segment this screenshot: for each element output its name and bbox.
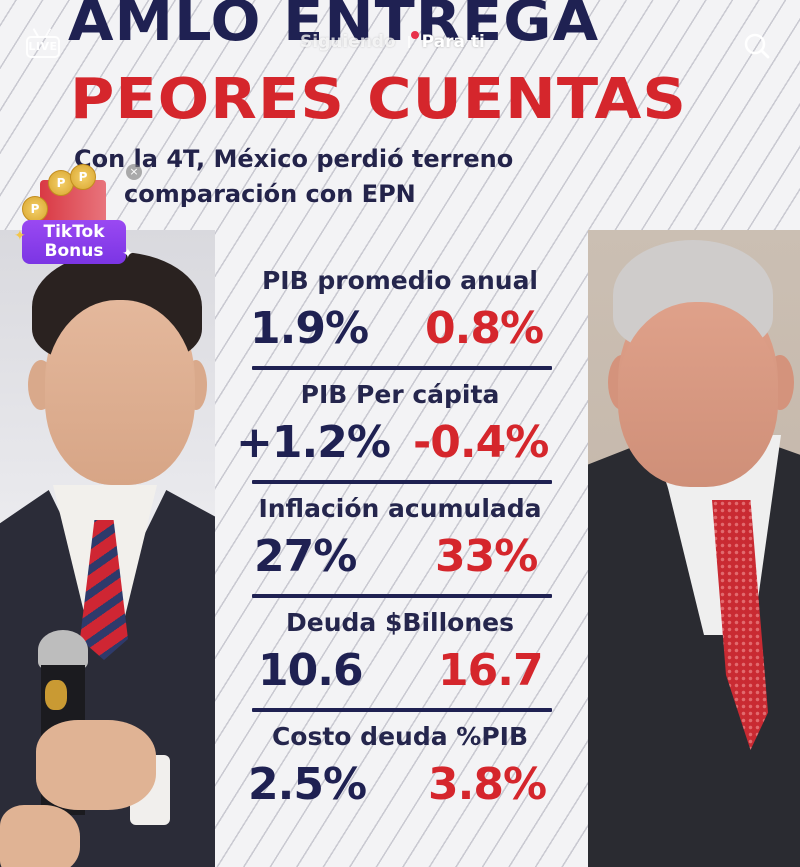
subtitle: Con la 4T, México perdió terreno compara… xyxy=(74,142,513,212)
bonus-badge[interactable]: TikTok Bonus xyxy=(22,220,126,264)
stat-label: PIB promedio anual xyxy=(261,266,539,295)
subtitle-line-2: comparación con EPN xyxy=(124,180,416,208)
bonus-label-line-1: TikTok xyxy=(43,222,105,242)
tab-for-you[interactable]: Para ti xyxy=(421,32,485,52)
amlo-value: -0.4% xyxy=(413,417,549,468)
epn-value: 1.9% xyxy=(250,303,369,354)
stat-pib-promedio: PIB promedio anual 1.9% 0.8% xyxy=(230,262,570,370)
face-front xyxy=(618,302,778,487)
sparkle-icon: ✦ xyxy=(122,246,134,262)
amlo-value: 33% xyxy=(435,531,538,582)
stat-inflacion: Inflación acumulada 27% 33% xyxy=(230,490,570,598)
bonus-label-line-2: Bonus xyxy=(44,241,104,261)
close-icon[interactable]: × xyxy=(126,164,142,180)
coin-icon: P xyxy=(70,164,96,190)
subtitle-line-1: Con la 4T, México perdió terreno xyxy=(74,145,514,173)
face-front xyxy=(45,300,195,485)
tab-following[interactable]: Siguiendo xyxy=(300,32,396,52)
stat-values: 2.5% 3.8% xyxy=(230,756,570,816)
amlo-value: 16.7 xyxy=(438,645,544,696)
divider xyxy=(252,594,552,598)
epn-value: 2.5% xyxy=(248,759,367,810)
headline-line-2: PEORES CUENTAS xyxy=(70,67,688,132)
amlo-value: 3.8% xyxy=(428,759,547,810)
stat-costo-deuda: Costo deuda %PIB 2.5% 3.8% xyxy=(230,718,570,816)
stat-values: 10.6 16.7 xyxy=(230,642,570,702)
tiktok-bonus-widget[interactable]: P P P × TikTok Bonus ✦ ✦ xyxy=(14,164,142,266)
live-label: LIVE xyxy=(26,36,60,58)
microphone-icon xyxy=(38,630,88,670)
comparison-stats: PIB promedio anual 1.9% 0.8% PIB Per cáp… xyxy=(230,262,570,816)
coin-icon: P xyxy=(22,196,48,222)
microphone-emblem xyxy=(45,680,67,710)
notification-dot xyxy=(411,31,419,39)
hand xyxy=(0,805,80,867)
search-icon xyxy=(744,33,770,59)
epn-value: +1.2% xyxy=(236,417,391,468)
epn-value: 10.6 xyxy=(258,645,364,696)
tab-separator xyxy=(407,36,410,48)
stat-label: Costo deuda %PIB xyxy=(271,722,529,751)
stat-label: Inflación acumulada xyxy=(258,494,542,523)
stat-pib-per-capita: PIB Per cápita +1.2% -0.4% xyxy=(230,376,570,484)
coin-icon: P xyxy=(48,170,74,196)
divider xyxy=(252,708,552,712)
amlo-value: 0.8% xyxy=(425,303,544,354)
stat-values: +1.2% -0.4% xyxy=(230,414,570,474)
feed-tabs: Siguiendo Para ti xyxy=(300,32,485,52)
stat-label: Deuda $Billones xyxy=(286,608,514,637)
divider xyxy=(252,366,552,370)
hand xyxy=(36,720,156,810)
stat-values: 27% 33% xyxy=(230,528,570,588)
stat-values: 1.9% 0.8% xyxy=(230,300,570,360)
stat-label: PIB Per cápita xyxy=(300,380,500,409)
stat-deuda: Deuda $Billones 10.6 16.7 xyxy=(230,604,570,712)
epn-photo xyxy=(0,230,215,867)
headline-line-1: AMLO ENTREGA xyxy=(68,0,600,54)
amlo-photo xyxy=(588,230,800,867)
live-button[interactable]: LIVE xyxy=(24,28,62,60)
sparkle-icon: ✦ xyxy=(14,228,26,244)
divider xyxy=(252,480,552,484)
epn-value: 27% xyxy=(254,531,357,582)
search-button[interactable] xyxy=(742,31,772,61)
